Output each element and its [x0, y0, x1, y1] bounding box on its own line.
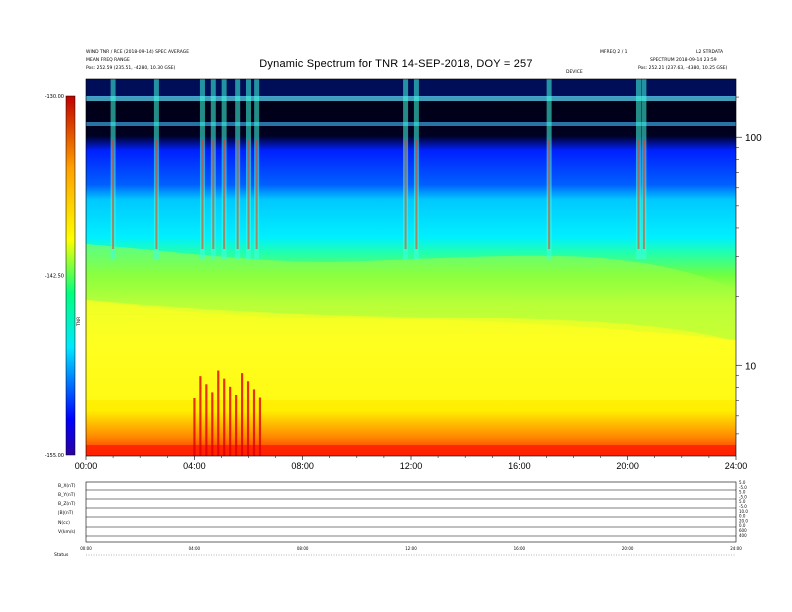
- x-tick-label: 16:00: [508, 461, 531, 471]
- panel-x-tick-label: 12:00: [405, 546, 417, 551]
- low-frequency-streak: [217, 370, 220, 456]
- burst-core: [415, 139, 418, 249]
- panel-right-label: -5.0: [739, 485, 747, 490]
- low-frequency-streak: [223, 378, 226, 456]
- burst-core: [212, 139, 215, 249]
- low-frequency-streak: [235, 394, 238, 456]
- spectrogram-yellow-band: [86, 300, 736, 400]
- panel-row-label: B_Y(nT): [58, 492, 75, 498]
- burst-core: [223, 139, 226, 249]
- low-frequency-streak: [205, 384, 208, 456]
- low-frequency-streak: [246, 381, 250, 456]
- panel-right-label: 400: [739, 533, 747, 538]
- panel-right-label: 0.0: [739, 514, 746, 519]
- panel-x-tick-label: 20:00: [622, 546, 634, 551]
- burst-core: [201, 139, 204, 249]
- panel-x-tick-label: 00:00: [80, 546, 92, 551]
- burst-core: [548, 139, 551, 249]
- y-tick-label: 10: [745, 361, 757, 372]
- device-label: DEVICE: [566, 70, 583, 75]
- colorbar-tick-label: -155.00: [45, 453, 64, 459]
- burst-group: [110, 79, 647, 456]
- low-frequency-streak: [241, 373, 244, 456]
- left-header-line1: WIND TNR / RCE (2018-09-14) SPEC AVERAGE: [86, 50, 190, 55]
- panel-right-label: 10.0: [739, 509, 748, 514]
- panel-right-label: 5.0: [739, 499, 746, 504]
- colorbar-tick-label: -130.00: [45, 94, 64, 100]
- burst-core: [247, 139, 250, 249]
- low-frequency-streak: [252, 389, 256, 456]
- low-frequency-streak: [199, 376, 202, 456]
- low-frequency-streak: [211, 392, 214, 456]
- right-header-line2: SPECTRUM 2018-09-14 23:59: [650, 58, 717, 63]
- y-tick-label: 100: [745, 133, 762, 144]
- spectrogram: [86, 79, 736, 456]
- spectrogram-bottom-red-band: [86, 445, 736, 456]
- right-header-line1b: L2 STRDATA: [696, 50, 724, 55]
- burst-core: [255, 139, 258, 249]
- panel-row-label: B_Z(nT): [58, 501, 76, 507]
- burst-core: [155, 139, 158, 249]
- low-frequency-streak: [258, 397, 262, 456]
- panel-x-tick-label: 24:00: [730, 546, 742, 551]
- x-tick-label: 24:00: [725, 461, 748, 471]
- panel-right-label: 20.0: [739, 518, 748, 523]
- panel-x-tick-label: 08:00: [297, 546, 309, 551]
- chart-title: Dynamic Spectrum for TNR 14-SEP-2018, DO…: [259, 58, 533, 70]
- left-header-line2: MEAN FREQ RANGE: [86, 58, 130, 63]
- x-tick-label: 04:00: [183, 461, 206, 471]
- low-frequency-streak: [193, 398, 196, 456]
- colorbar-label: TNR: [76, 317, 82, 327]
- panel-right-label: -5.0: [739, 504, 747, 509]
- panel-right-label: 0.0: [739, 523, 746, 528]
- panel-row-label: V(km/s): [58, 529, 76, 535]
- bottom-panels-frame: [85, 481, 737, 543]
- right-header-line3: Pos: 252.21 (237.63, -4380, 10.25 GSE): [638, 66, 728, 71]
- panel-right-label: 5.0: [739, 490, 746, 495]
- panel-row-label: N(cc): [58, 520, 70, 526]
- x-axis: 00:00 04:00 08:00 12:00 16:00 20:00 24:00: [75, 456, 748, 471]
- colorbar: [65, 95, 76, 456]
- low-frequency-streak: [229, 386, 232, 456]
- panel-row-label: B_X(nT): [58, 483, 76, 489]
- spectrogram-green-band: [86, 244, 736, 340]
- panel-row-label: |B|(nT): [58, 510, 73, 516]
- panel-right-label: -5.0: [739, 494, 747, 499]
- right-header-line1: MFREQ 2 / 1: [600, 50, 628, 55]
- panel-right-label: 600: [739, 528, 747, 533]
- burst-core: [642, 139, 645, 249]
- spectrogram-cyan-stripe-1: [86, 96, 736, 101]
- x-tick-label: 00:00: [75, 461, 98, 471]
- panel-right-label: 5.0: [739, 480, 746, 485]
- bottom-panels: B_X(nT) B_Y(nT) B_Z(nT) |B|(nT) N(cc) V(km/s)…: [54, 480, 748, 558]
- x-tick-label: 20:00: [616, 461, 639, 471]
- burst-core: [404, 139, 407, 249]
- burst-core: [112, 139, 115, 249]
- x-tick-label: 08:00: [291, 461, 314, 471]
- panel-x-tick-label: 16:00: [514, 546, 526, 551]
- panel-x-tick-label: 04:00: [189, 546, 201, 551]
- colorbar-tick-label: -142.50: [45, 274, 64, 280]
- left-header-line3: Pos: 252.59 (235.51, -4280, 10.30 GSE): [86, 66, 176, 71]
- burst-core: [637, 139, 640, 249]
- burst-core: [236, 139, 239, 249]
- x-tick-label: 12:00: [400, 461, 423, 471]
- spectrogram-cyan-stripe-2: [86, 122, 736, 126]
- colorbar-ticks: -130.00 -142.50 -155.00: [45, 94, 64, 459]
- status-label: Status: [54, 552, 69, 558]
- y-axis: 100 10: [736, 96, 762, 435]
